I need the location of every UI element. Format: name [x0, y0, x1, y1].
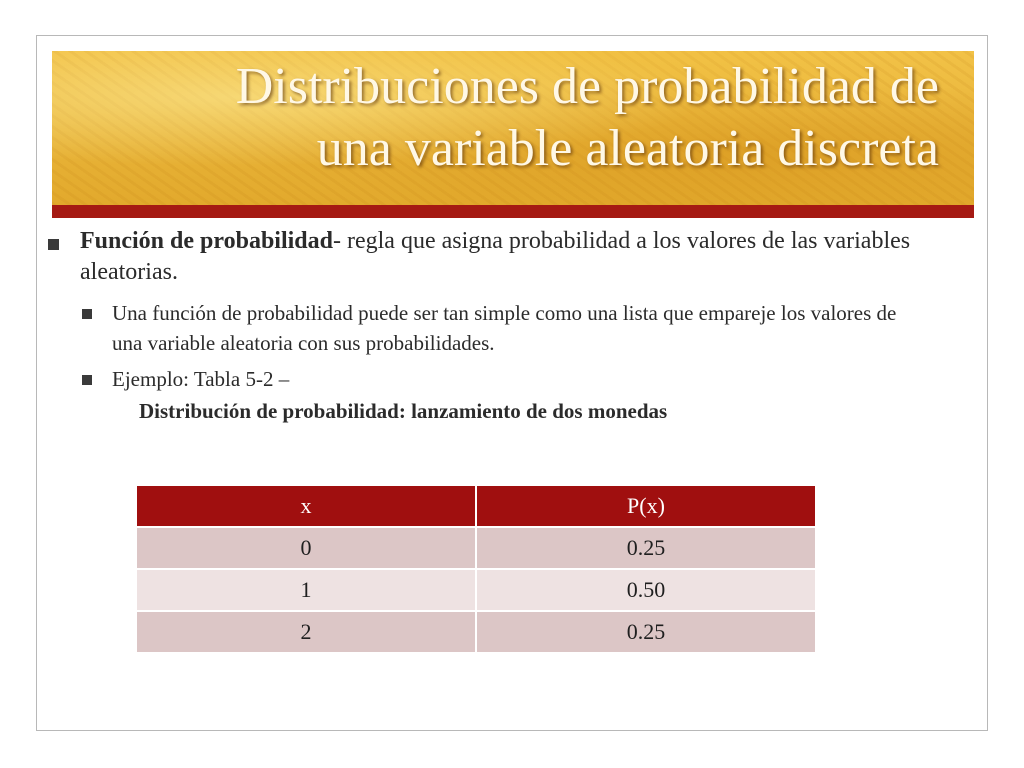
square-bullet-icon — [48, 239, 59, 250]
table-header-px: P(x) — [475, 484, 817, 528]
sub-bullet-ejemplo: Ejemplo: Tabla 5-2 – — [44, 364, 924, 394]
bullet-definition: - regla que asigna probabilidad a los va… — [80, 228, 911, 285]
title-band — [52, 51, 974, 205]
table-cell-px: 0.25 — [475, 526, 817, 570]
table-row: 1 0.50 — [135, 568, 817, 612]
table-header-row: x P(x) — [135, 484, 817, 528]
table-row: 2 0.25 — [135, 610, 817, 654]
slide-title: Distribuciones de probabilidad de una va… — [79, 56, 939, 180]
slide-title-line2: una variable aleatoria discreta — [316, 120, 939, 177]
table-cell-x: 1 — [135, 568, 477, 612]
bullet-funcion-probabilidad: Función de probabilidad- regla que asign… — [44, 226, 924, 288]
sub-bullet-text: Una función de probabilidad puede ser ta… — [112, 301, 897, 355]
table-cell-x: 2 — [135, 610, 477, 654]
title-rule — [52, 205, 974, 218]
slide-content: Función de probabilidad- regla que asign… — [44, 226, 924, 426]
table-cell-px: 0.25 — [475, 610, 817, 654]
sub-bullet-text: Ejemplo: Tabla 5-2 – — [112, 367, 290, 391]
table-cell-x: 0 — [135, 526, 477, 570]
table-row: 0 0.25 — [135, 526, 817, 570]
table-caption: Distribución de probabilidad: lanzamient… — [139, 399, 668, 423]
table-cell-px: 0.50 — [475, 568, 817, 612]
table-header-x: x — [135, 484, 477, 528]
square-bullet-icon — [82, 309, 92, 319]
sub-bullet-lista: Una función de probabilidad puede ser ta… — [44, 298, 924, 358]
probability-table: x P(x) 0 0.25 1 0.50 2 0.25 — [135, 484, 817, 654]
square-bullet-icon — [82, 375, 92, 385]
slide-title-line1: Distribuciones de probabilidad de — [235, 58, 939, 115]
bullet-term: Función de probabilidad — [80, 228, 333, 254]
